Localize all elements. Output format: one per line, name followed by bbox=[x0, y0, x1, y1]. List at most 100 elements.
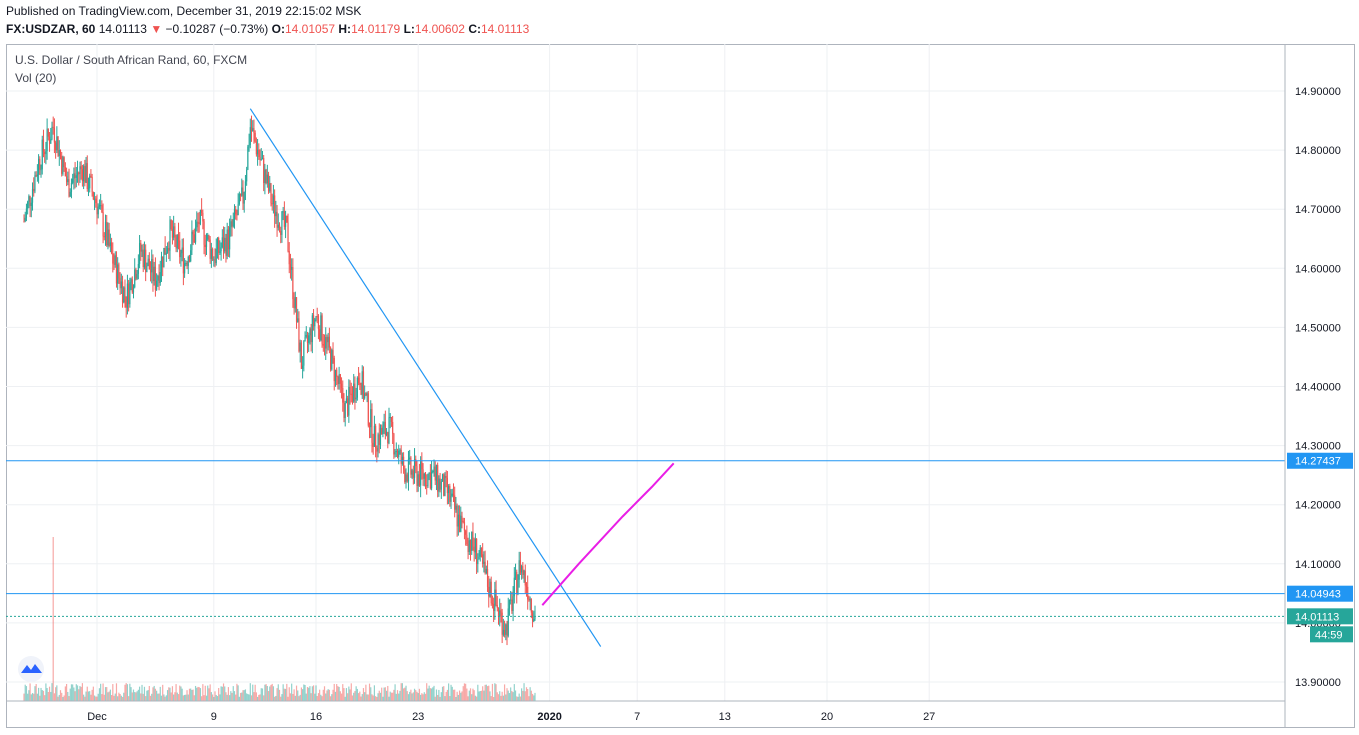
volume-bar bbox=[125, 683, 127, 701]
open-label: O: bbox=[271, 22, 285, 36]
candle-body bbox=[507, 608, 509, 636]
volume-indicator-label[interactable]: Vol (20) bbox=[15, 71, 57, 85]
candle-body bbox=[292, 267, 294, 300]
candle-body bbox=[445, 475, 447, 478]
price-tick-label: 14.70000 bbox=[1295, 204, 1341, 216]
volume-bar bbox=[203, 695, 205, 701]
volume-bar bbox=[231, 692, 233, 701]
candle-body bbox=[107, 229, 109, 246]
candle-body bbox=[248, 145, 250, 147]
volume-bar bbox=[201, 696, 203, 701]
candle-body bbox=[247, 146, 249, 170]
volume-bar bbox=[74, 691, 76, 701]
volume-bar bbox=[275, 695, 277, 701]
candle-body bbox=[439, 478, 441, 490]
candle-body bbox=[250, 127, 253, 132]
volume-bar bbox=[193, 695, 195, 701]
candle-body bbox=[340, 383, 343, 388]
volume-bar bbox=[409, 691, 411, 701]
candle-body bbox=[42, 139, 45, 152]
volume-bar bbox=[28, 690, 30, 701]
volume-bar bbox=[272, 686, 275, 701]
candle-body bbox=[152, 258, 154, 282]
volume-bar bbox=[499, 691, 501, 701]
candle-body bbox=[41, 139, 43, 170]
open-value: 14.01057 bbox=[284, 22, 336, 36]
volume-bar bbox=[384, 687, 386, 701]
volume-bar bbox=[182, 695, 184, 701]
candle-body bbox=[104, 221, 107, 237]
candle-body bbox=[366, 393, 368, 396]
volume-bar bbox=[401, 683, 403, 701]
candle-body bbox=[203, 221, 205, 245]
candle-body bbox=[136, 273, 138, 279]
price-tick-label: 14.20000 bbox=[1295, 500, 1341, 512]
volume-bar bbox=[452, 689, 455, 701]
volume-bar bbox=[191, 689, 193, 701]
volume-bar bbox=[118, 692, 120, 701]
candle-body bbox=[514, 571, 517, 578]
low-value: 14.00602 bbox=[414, 22, 465, 36]
volume-bar bbox=[128, 696, 130, 701]
candle-body bbox=[130, 279, 132, 283]
candle-body bbox=[264, 169, 266, 183]
volume-bar bbox=[529, 687, 531, 701]
candle-body bbox=[302, 365, 304, 369]
volume-bar bbox=[523, 683, 525, 701]
volume-bar bbox=[389, 691, 391, 701]
candle-body bbox=[131, 279, 133, 293]
volume-bar bbox=[177, 694, 180, 701]
volume-bar bbox=[165, 695, 167, 701]
volume-bar bbox=[489, 691, 491, 701]
candle-body bbox=[76, 172, 79, 176]
price-label-text: 14.04943 bbox=[1295, 589, 1341, 601]
candle-body bbox=[102, 212, 104, 237]
candle-body bbox=[513, 577, 515, 597]
volume-bar bbox=[126, 684, 129, 701]
volume-bar bbox=[29, 683, 31, 701]
volume-bar bbox=[435, 689, 438, 701]
candle-body bbox=[98, 205, 101, 207]
volume-bar bbox=[371, 694, 373, 701]
candle-body bbox=[530, 598, 532, 613]
volume-bar bbox=[525, 687, 528, 701]
volume-bar bbox=[484, 684, 486, 701]
volume-bar bbox=[428, 685, 430, 701]
candle-body bbox=[287, 222, 289, 252]
candle-body bbox=[289, 264, 292, 270]
volume-bar bbox=[38, 687, 40, 701]
candle-body bbox=[149, 269, 152, 273]
candle-body bbox=[416, 466, 418, 487]
candle-body bbox=[471, 531, 473, 551]
volume-bar bbox=[382, 696, 384, 701]
candle-body bbox=[349, 386, 351, 394]
candle-body bbox=[377, 434, 379, 452]
volume-bar bbox=[170, 692, 172, 701]
volume-bar bbox=[184, 694, 186, 701]
candle-body bbox=[511, 599, 513, 611]
volume-bar bbox=[159, 686, 161, 701]
candle-body bbox=[90, 175, 92, 177]
volume-bar bbox=[403, 688, 405, 701]
volume-bar bbox=[342, 684, 344, 701]
volume-bar bbox=[123, 692, 125, 701]
candle-body bbox=[323, 345, 326, 349]
candle-body bbox=[221, 237, 223, 248]
volume-bar bbox=[286, 683, 288, 701]
candle-body bbox=[482, 554, 484, 564]
candle-body bbox=[371, 409, 373, 443]
candle-body bbox=[288, 251, 290, 265]
volume-bar bbox=[145, 696, 147, 701]
candle-body bbox=[148, 258, 150, 270]
price-tick-label: 14.10000 bbox=[1295, 559, 1341, 571]
volume-bar bbox=[519, 696, 521, 701]
volume-bar bbox=[294, 695, 296, 701]
candle-body bbox=[211, 248, 214, 260]
candle-body bbox=[140, 242, 142, 252]
volume-bar bbox=[198, 687, 200, 701]
volume-bar bbox=[81, 683, 83, 701]
candle-body bbox=[101, 205, 103, 213]
volume-bar bbox=[336, 684, 338, 701]
candles bbox=[23, 115, 536, 646]
